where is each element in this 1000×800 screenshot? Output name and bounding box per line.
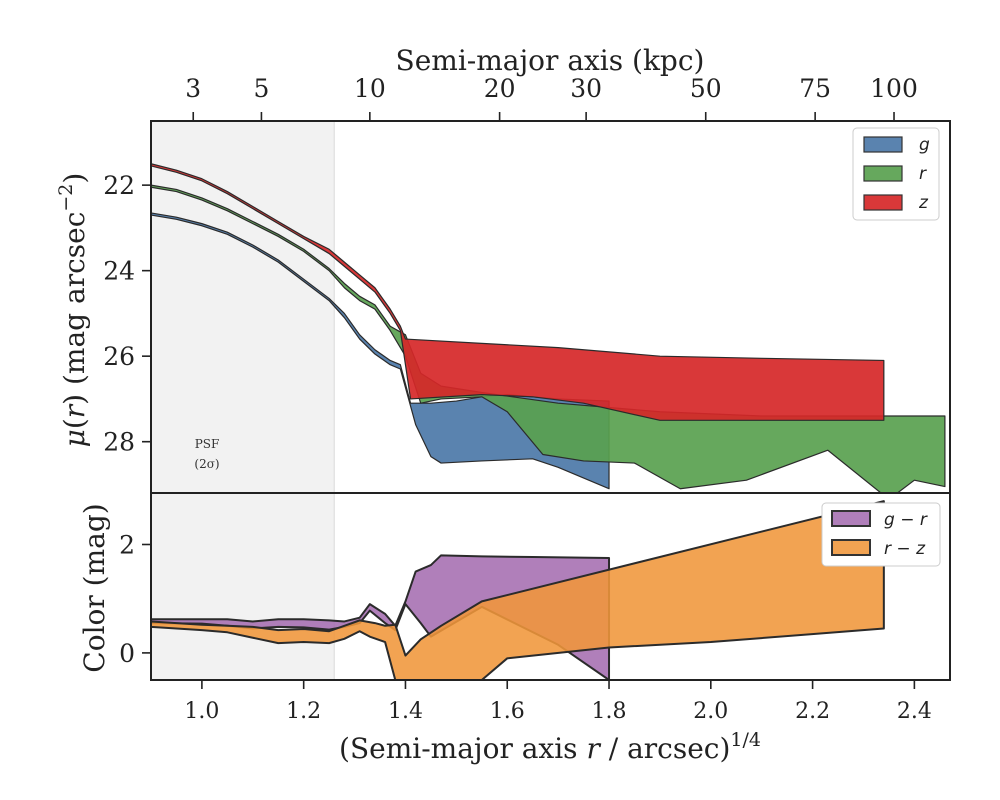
psf-label-line1: PSF [195,437,220,451]
x-axis-label-post: / arcsec) [600,732,731,765]
x-tick-label: 1.8 [592,699,627,724]
legend-swatch-g-r [831,510,871,527]
y-axis-label-bottom: Color (mag) [78,503,111,672]
color-bands [151,500,885,680]
top-x-tick-label: 3 [185,74,201,103]
legend-label-g: g [919,135,930,155]
psf-label-line2: (2σ) [194,457,219,471]
top-x-tick-label: 5 [253,74,269,103]
x-tick-label: 1.0 [184,699,219,724]
legend-swatch-r-z [831,539,871,556]
x-tick-label: 1.6 [490,699,525,724]
top-x-tick-label: 30 [570,74,602,103]
band-r-z [151,500,885,680]
top-x-tick-label: 10 [354,74,386,103]
x-axis-label: (Semi-major axis r / arcsec)1/4 [339,729,761,765]
x-tick-label: 1.4 [388,699,423,724]
y-tick-label-top: 22 [103,171,135,200]
legend-top: g r z [852,127,940,221]
top-axis-label: Semi-major axis (kpc) [396,44,705,77]
y-tick-label-top: 26 [103,342,135,371]
profile-bands [151,163,946,493]
x-tick-label: 1.2 [286,699,321,724]
x-tick-label: 2.0 [693,699,728,724]
top-x-tick-label: 100 [870,74,918,103]
legend-label-r: r [919,164,927,184]
legend-swatch-z [863,194,903,211]
top-x-tick-label: 75 [799,74,831,103]
x-axis-label-pre: (Semi-major axis [339,732,586,765]
x-axis-label-italic: r [586,732,601,765]
top-x-tick-label: 20 [484,74,516,103]
y-axis-label-exponent: −2 [55,184,77,212]
bottom-axes-frame [150,492,951,681]
legend-label-r-z: r − z [884,539,926,559]
y-tick-label-bottom: 0 [119,639,135,668]
y-tick-label-top: 28 [103,428,135,457]
x-tick-label: 2.4 [897,699,932,724]
legend-bottom: g − r r − z [821,502,941,567]
x-axis-label-exponent: 1/4 [730,729,761,751]
psf-region-bottom [151,493,335,680]
legend-swatch-g [863,136,903,153]
x-tick-label: 2.2 [795,699,830,724]
legend-label-z: z [918,193,929,213]
y-tick-label-bottom: 2 [119,530,135,559]
y-tick-label-top: 24 [103,257,135,286]
legend-swatch-r [863,165,903,182]
top-x-tick-label: 50 [690,74,722,103]
y-axis-label-top: μ(r) (mag arcsec−2) [55,173,91,448]
axis-ticks: 1.0 1.2 1.4 1.6 1.8 2.0 2.2 2.43 5 10 20 30 50 75 1002… [103,74,932,724]
band-z [151,163,885,421]
y-axis-label-suffix: ) [58,173,91,184]
psf-region-top [151,121,335,493]
legend-label-g-r: g − r [884,510,928,530]
